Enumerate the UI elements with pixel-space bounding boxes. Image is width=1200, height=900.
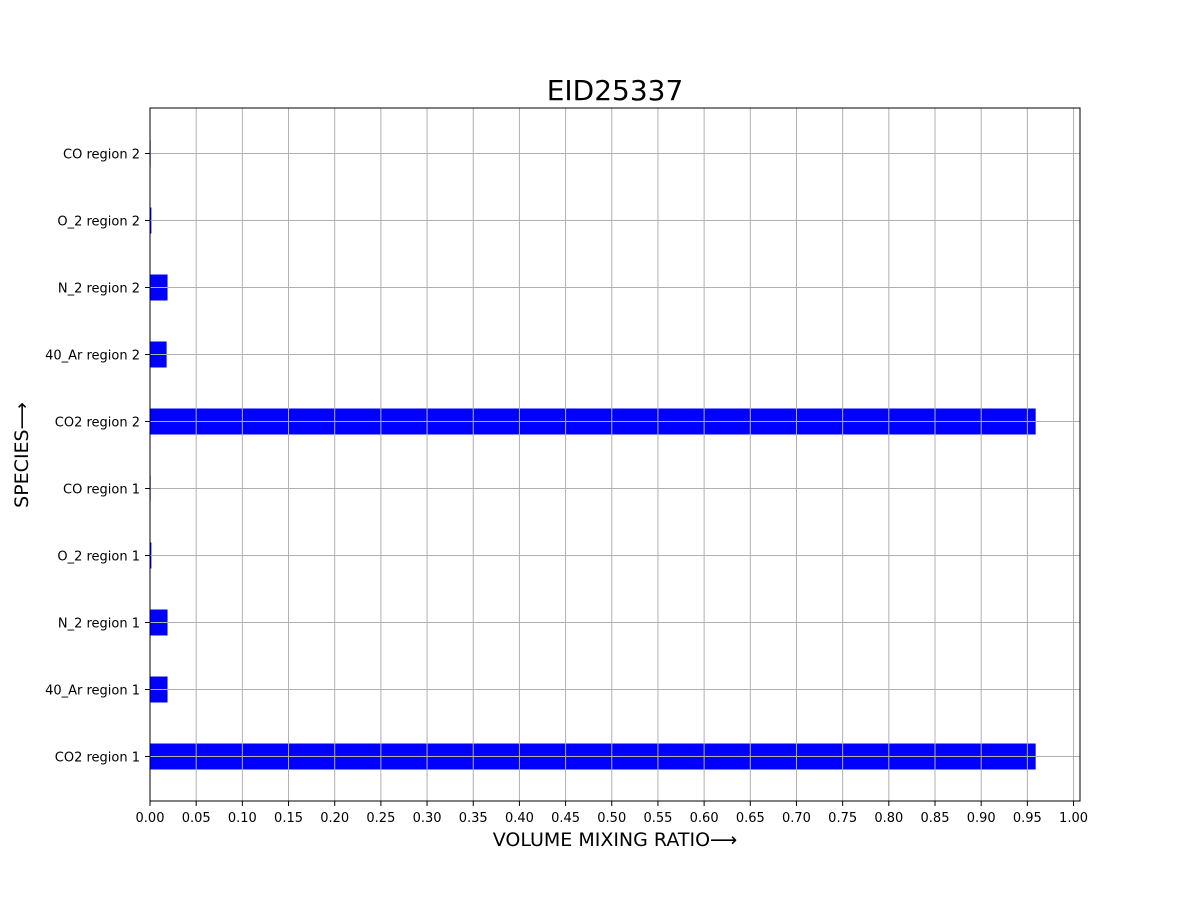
x-tick-label: 0.30 [413, 811, 442, 826]
x-tick-label: 0.10 [228, 811, 257, 826]
x-axis-label: VOLUME MIXING RATIO⟶ [493, 829, 738, 851]
y-axis-ticks: CO2 region 1 40_Ar region 1 N_2 region 1 O_… [45, 148, 150, 766]
x-tick-label: 0.45 [551, 811, 580, 826]
x-tick-label: 0.85 [921, 811, 950, 826]
y-tick-label: O_2 region 1 [57, 550, 140, 565]
y-tick-label: CO region 2 [63, 148, 140, 163]
y-tick-label: N_2 region 2 [58, 282, 140, 297]
bars [150, 140, 1036, 770]
x-tick-label: 0.20 [320, 811, 349, 826]
x-tick-label: 0.25 [366, 811, 395, 826]
x-tick-label: 0.80 [874, 811, 903, 826]
x-tick-label: 0.00 [136, 811, 165, 826]
x-tick-label: 0.40 [505, 811, 534, 826]
y-tick-label: CO2 region 2 [55, 416, 140, 431]
y-tick-label: CO region 1 [63, 483, 140, 498]
x-tick-label: 0.90 [967, 811, 996, 826]
x-tick-label: 0.95 [1013, 811, 1042, 826]
x-tick-label: 0.65 [736, 811, 765, 826]
x-tick-label: 0.05 [182, 811, 211, 826]
y-tick-label: N_2 region 1 [58, 617, 140, 632]
plot-frame [149, 107, 1081, 802]
y-tick-label: 40_Ar region 1 [45, 684, 140, 699]
y-tick-label: O_2 region 2 [57, 215, 140, 230]
x-tick-label: 0.55 [643, 811, 672, 826]
x-tick-label: 1.00 [1059, 811, 1088, 826]
grid-lines [149, 108, 1080, 801]
x-tick-label: 0.15 [274, 811, 303, 826]
x-tick-label: 0.50 [597, 811, 626, 826]
x-tick-label: 0.60 [690, 811, 719, 826]
y-axis-label: SPECIES⟶ [11, 402, 33, 508]
x-axis-ticks: 0.00 0.05 0.10 0.15 0.20 0.25 0.30 0.35 0.40 0.45… [136, 801, 1088, 826]
x-tick-label: 0.75 [828, 811, 857, 826]
x-tick-label: 0.70 [782, 811, 811, 826]
y-tick-label: CO2 region 1 [55, 751, 140, 766]
y-tick-label: 40_Ar region 2 [45, 349, 140, 364]
chart-title: EID25337 [547, 74, 684, 107]
x-tick-label: 0.35 [459, 811, 488, 826]
